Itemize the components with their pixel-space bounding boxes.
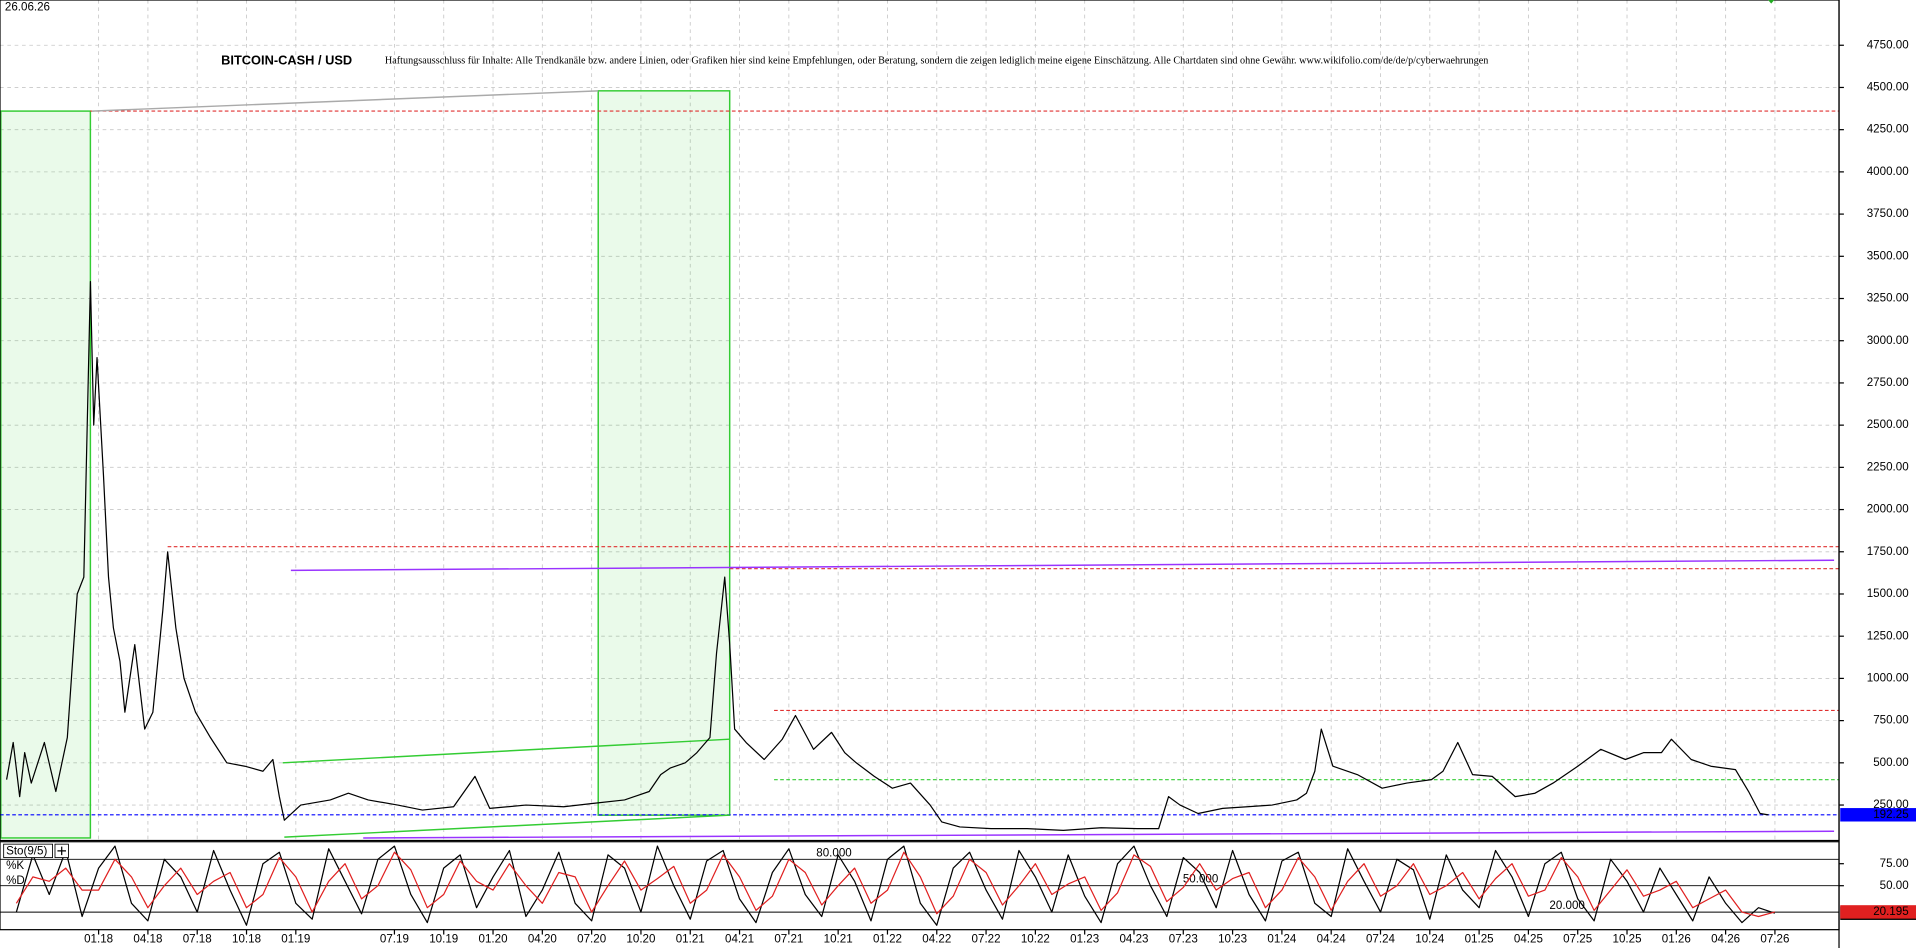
- y-tick-label: 500.00: [1873, 756, 1908, 769]
- level-label: 80.000: [816, 846, 851, 859]
- y-tick-label: 2750.00: [1867, 376, 1909, 389]
- series-line: [15, 851, 1776, 918]
- last-value-box: [1840, 905, 1916, 919]
- x-tick-label: 10.19: [429, 933, 458, 946]
- y-tick-label: 250.00: [1873, 798, 1908, 811]
- y-tick-label: 3000.00: [1867, 334, 1909, 347]
- x-tick-label: 01.18: [84, 933, 113, 946]
- y-tick-label: 4750.00: [1867, 38, 1909, 51]
- x-tick-label: 07.20: [577, 933, 606, 946]
- y-tick-label: 1250.00: [1867, 629, 1909, 642]
- x-tick-label: 07.24: [1366, 933, 1396, 946]
- highlight-box: [0, 110, 92, 839]
- highlight-box: [597, 90, 731, 816]
- x-tick-label: 04.23: [1119, 933, 1148, 946]
- legend-entry: %K: [6, 859, 24, 872]
- x-tick-label: 01.23: [1070, 933, 1099, 946]
- x-tick-label: 10.22: [1021, 933, 1050, 946]
- x-tick-label: 10.20: [626, 933, 655, 946]
- disclaimer: Haftungsausschluss für Inhalte: Alle Tre…: [385, 55, 1489, 66]
- y-tick-label: 1500.00: [1867, 587, 1909, 600]
- y-tick-label: 1750.00: [1867, 545, 1909, 558]
- x-tick-label: 04.26: [1711, 933, 1740, 946]
- y-tick-label: 3500.00: [1867, 249, 1909, 262]
- y-tick-label: 1000.00: [1867, 671, 1909, 684]
- x-tick-label: 07.19: [380, 933, 409, 946]
- x-tick-label: 01.25: [1465, 933, 1494, 946]
- y-tick-label: 4500.00: [1867, 81, 1909, 94]
- x-tick-label: 04.21: [725, 933, 754, 946]
- level-label: 20.000: [1549, 899, 1584, 912]
- marker: [1768, 0, 1775, 4]
- toggle-plus: [57, 846, 66, 856]
- y-tick-label: 2000.00: [1867, 503, 1909, 516]
- x-tick-label: 07.22: [972, 933, 1001, 946]
- x-tick-label: 10.21: [824, 933, 853, 946]
- x-tick-label: 04.24: [1317, 933, 1347, 946]
- trend-line: [282, 738, 730, 764]
- y-tick-label: 75.00: [1880, 857, 1909, 870]
- x-tick-label: 07.18: [183, 933, 212, 946]
- legend-entry: %D: [6, 874, 25, 887]
- x-tick-label: 01.24: [1267, 933, 1297, 946]
- x-tick-label: 07.23: [1169, 933, 1198, 946]
- x-tick-label: 10.18: [232, 933, 261, 946]
- y-tick-label: 3750.00: [1867, 207, 1909, 220]
- y-tick-label: 2500.00: [1867, 418, 1909, 431]
- y-tick-label: 4000.00: [1867, 165, 1909, 178]
- date-label: 26.06.26: [5, 0, 50, 13]
- x-tick-label: 07.26: [1760, 933, 1789, 946]
- x-tick-label: 04.20: [528, 933, 557, 946]
- x-tick-label: 10.25: [1613, 933, 1642, 946]
- chart-title: BITCOIN-CASH / USD: [221, 52, 352, 67]
- x-tick-label: 01.20: [479, 933, 508, 946]
- x-tick-label: 07.25: [1563, 933, 1592, 946]
- trend-line: [92, 90, 599, 112]
- y-tick-label: 4250.00: [1867, 123, 1909, 136]
- y-tick-label: 50.00: [1880, 879, 1909, 892]
- indicator-legend-box: [3, 843, 53, 859]
- series-line: [15, 845, 1776, 926]
- y-tick-label: 750.00: [1873, 714, 1908, 727]
- x-tick-label: 10.23: [1218, 933, 1247, 946]
- x-tick-label: 04.18: [133, 933, 162, 946]
- x-tick-label: 01.26: [1662, 933, 1691, 946]
- y-tick-label: 3250.00: [1867, 292, 1909, 305]
- trend-line: [284, 814, 730, 838]
- x-tick-label: 04.25: [1514, 933, 1543, 946]
- last-value-label: 192.25: [1873, 808, 1908, 821]
- last-value-box: [1840, 808, 1916, 822]
- trend-line: [363, 830, 1835, 839]
- x-tick-label: 10.24: [1415, 933, 1445, 946]
- trend-line: [290, 559, 1835, 572]
- x-tick-label: 01.22: [873, 933, 902, 946]
- indicator-name: Sto(9/5): [6, 845, 47, 858]
- x-tick-label: 04.22: [922, 933, 951, 946]
- last-value-label: 20.195: [1873, 905, 1908, 918]
- y-tick-label: 2250.00: [1867, 460, 1909, 473]
- x-tick-label: 01.21: [676, 933, 705, 946]
- series-line: [5, 280, 1769, 831]
- x-tick-label: 01.19: [281, 933, 310, 946]
- x-tick-label: 07.21: [774, 933, 803, 946]
- price-panel: [0, 0, 1840, 841]
